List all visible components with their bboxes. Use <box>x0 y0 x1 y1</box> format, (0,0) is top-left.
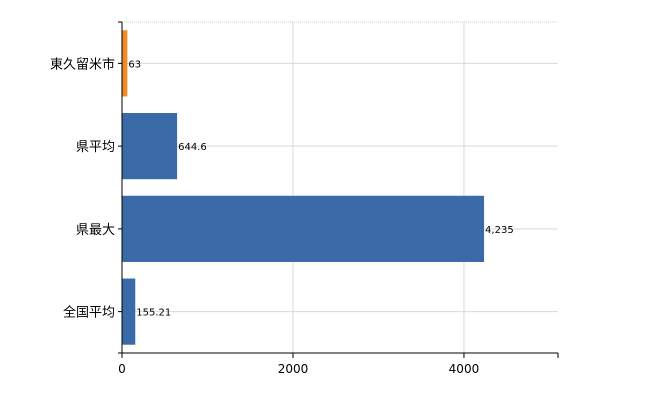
x-tick-label: 2000 <box>278 362 309 376</box>
x-tick-label: 4000 <box>449 362 480 376</box>
bar <box>122 113 178 180</box>
bar-value-label: 155.21 <box>136 308 171 319</box>
x-tick-label: 0 <box>118 362 126 376</box>
bar-layer <box>122 30 485 345</box>
category-label: 県最大 <box>76 223 115 238</box>
axis-layer <box>118 21 559 358</box>
bar <box>122 278 136 345</box>
bar <box>122 195 485 262</box>
bar <box>122 30 128 97</box>
category-label: 東久留米市 <box>50 56 115 72</box>
category-label: 全国平均 <box>63 305 115 321</box>
bar-value-label: 644.6 <box>178 142 207 153</box>
bar-value-label: 4,235 <box>485 225 514 236</box>
grid-layer <box>122 21 558 353</box>
bar-value-label: 63 <box>128 59 141 70</box>
category-label: 県平均 <box>76 140 115 155</box>
